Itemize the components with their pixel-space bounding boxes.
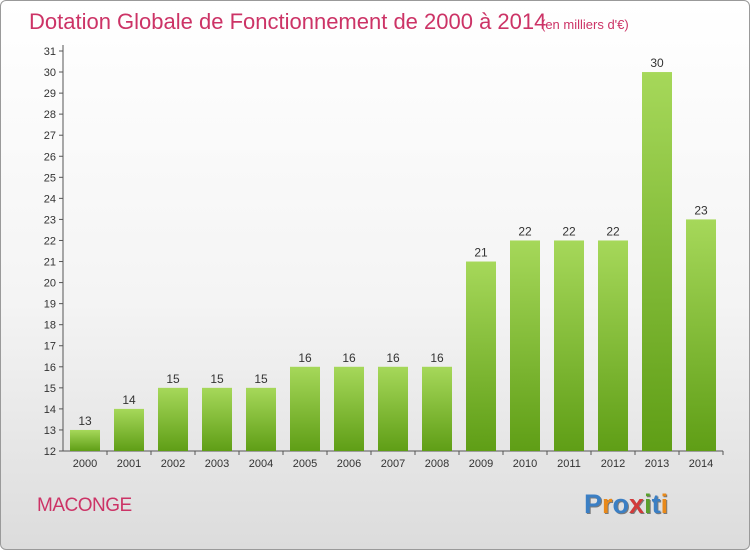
data-label: 16: [342, 351, 356, 365]
x-tick-label: 2007: [381, 458, 405, 470]
bar: [114, 408, 144, 451]
y-tick-label: 31: [44, 46, 56, 58]
chart-title: Dotation Globale de Fonctionnement de 20…: [29, 9, 547, 34]
bar: [598, 240, 628, 451]
commune-name: MACONGE: [37, 495, 132, 516]
y-tick-label: 13: [44, 425, 56, 437]
bar: [202, 387, 232, 451]
x-tick-label: 2012: [601, 458, 625, 470]
x-tick-label: 2001: [117, 458, 141, 470]
bar: [158, 387, 188, 451]
x-tick-label: 2014: [689, 458, 713, 470]
data-label: 21: [474, 246, 488, 260]
bar: [510, 240, 540, 451]
y-tick-label: 15: [44, 383, 56, 395]
y-tick-label: 24: [44, 193, 56, 205]
y-tick-label: 22: [44, 235, 56, 247]
y-tick-label: 30: [44, 67, 56, 79]
bar: [422, 366, 452, 451]
logo-letter: i: [644, 489, 652, 519]
logo-letter: P: [584, 489, 603, 519]
bar: [466, 261, 496, 451]
labels: 12 13 14 15 16 17 18 19 20 21 22 23 24 25 26 27 28 29 30 31…: [44, 46, 713, 470]
data-label: 22: [518, 224, 532, 238]
data-label: 15: [210, 372, 224, 386]
x-tick-label: 2013: [645, 458, 669, 470]
y-tick-label: 28: [44, 109, 56, 121]
x-tick-label: 2002: [161, 458, 185, 470]
bar: [686, 219, 716, 451]
y-tick-label: 23: [44, 214, 56, 226]
bar: [334, 366, 364, 451]
data-label: 22: [606, 224, 620, 238]
bar: [554, 240, 584, 451]
y-tick-label: 14: [44, 404, 56, 416]
data-label: 23: [694, 203, 708, 217]
logo-letter: o: [612, 489, 630, 519]
x-tick-label: 2010: [513, 458, 537, 470]
x-tick-label: 2006: [337, 458, 361, 470]
x-tick-label: 2011: [557, 458, 581, 470]
bar: [290, 366, 320, 451]
logo-letter: r: [602, 489, 613, 519]
data-label: 14: [122, 393, 136, 407]
y-tick-label: 16: [44, 362, 56, 374]
bar: [70, 429, 100, 451]
bars: [70, 72, 716, 451]
x-tick-label: 2008: [425, 458, 449, 470]
x-tick-label: 2009: [469, 458, 493, 470]
y-tick-label: 17: [44, 341, 56, 353]
x-tick-label: 2000: [73, 458, 97, 470]
bar: [378, 366, 408, 451]
data-label: 22: [562, 224, 576, 238]
logo-letter: t: [651, 489, 661, 519]
y-tick-label: 27: [44, 130, 56, 142]
data-label: 15: [166, 372, 180, 386]
logo-letter: i: [660, 489, 669, 519]
y-tick-label: 18: [44, 320, 56, 332]
y-tick-label: 21: [44, 257, 56, 269]
data-label: 13: [78, 414, 92, 428]
data-label: 30: [650, 56, 664, 70]
bar: [642, 72, 672, 451]
unit-note: (en milliers d'€): [541, 17, 629, 32]
y-tick-label: 19: [44, 299, 56, 311]
logo-letter: x: [629, 489, 645, 519]
y-tick-label: 12: [44, 446, 56, 458]
y-tick-label: 20: [44, 278, 56, 290]
data-label: 15: [254, 372, 268, 386]
data-label: 16: [386, 351, 400, 365]
x-tick-label: 2003: [205, 458, 229, 470]
y-tick-label: 26: [44, 151, 56, 163]
x-tick-label: 2005: [293, 458, 317, 470]
bar: [246, 387, 276, 451]
x-tick-label: 2004: [249, 458, 273, 470]
y-tick-label: 25: [44, 172, 56, 184]
data-label: 16: [298, 351, 312, 365]
data-label: 16: [430, 351, 444, 365]
proxiti-logo[interactable]: Proxiti: [584, 489, 668, 520]
y-tick-label: 29: [44, 88, 56, 100]
